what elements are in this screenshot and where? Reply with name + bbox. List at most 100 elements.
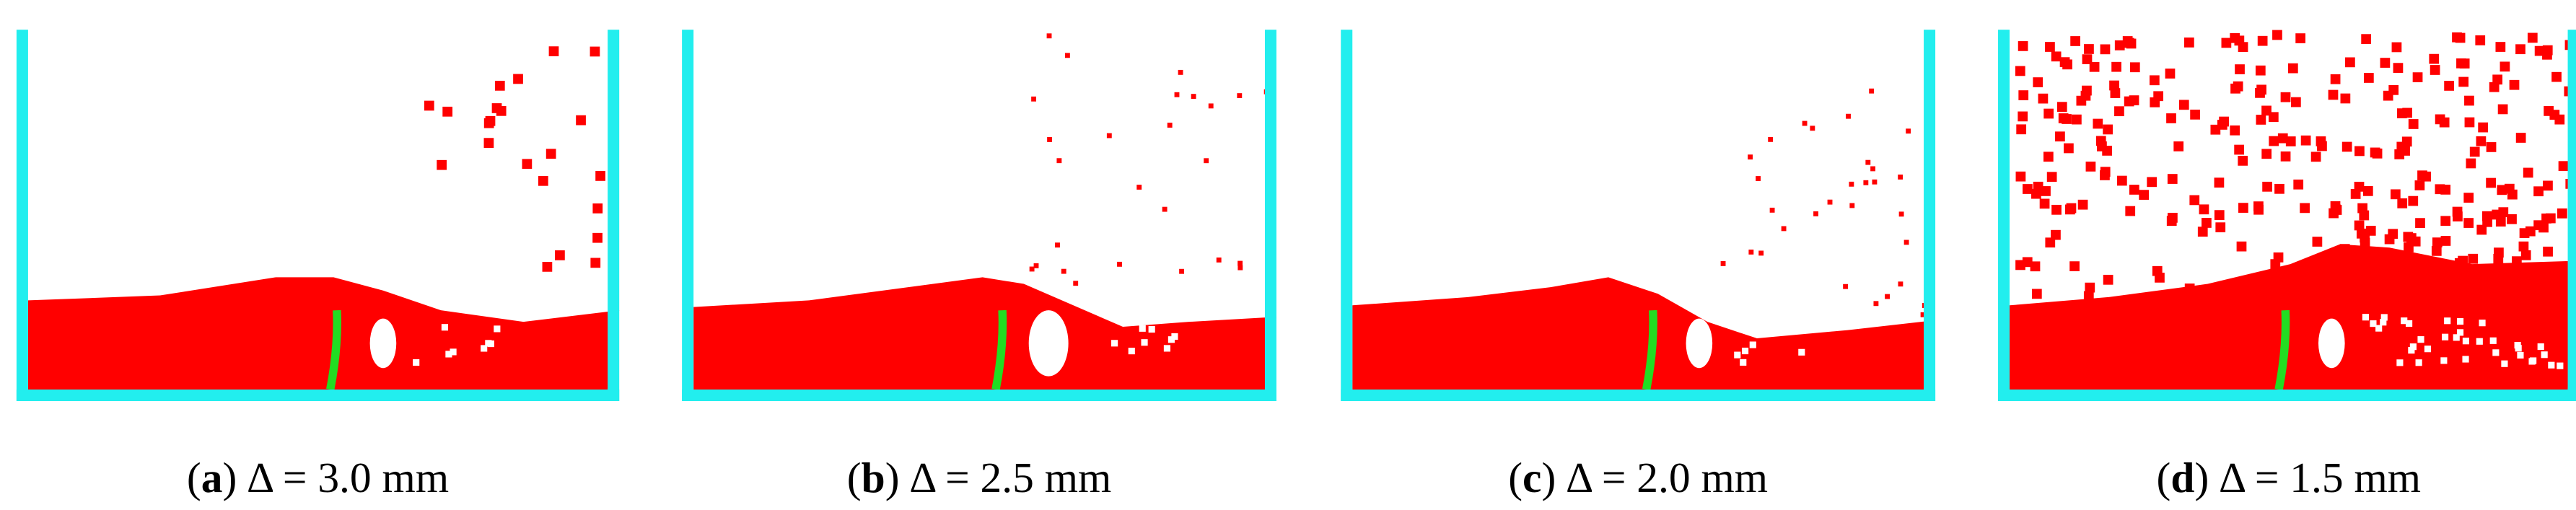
particle	[1208, 103, 1214, 109]
particle	[2354, 220, 2365, 231]
particle	[1720, 260, 1726, 266]
particle	[2065, 204, 2075, 215]
particle	[437, 159, 447, 170]
particle	[2515, 133, 2526, 143]
particle	[2124, 96, 2134, 107]
particle	[2493, 253, 2504, 264]
particle	[2285, 136, 2296, 146]
wall-left	[682, 30, 694, 401]
particle	[2291, 97, 2301, 107]
cavity-spot	[2541, 351, 2548, 359]
cavity-spot	[2370, 320, 2377, 327]
wall-bottom	[1341, 389, 1936, 401]
cavity-spot	[2380, 319, 2387, 326]
particle	[2018, 90, 2029, 100]
particle	[2189, 195, 2200, 206]
caption-label: d	[2170, 454, 2194, 501]
caption-open: (	[847, 454, 862, 501]
water	[1352, 277, 1936, 390]
caption-text: Δ = 2.5 mm	[909, 454, 1111, 501]
cavity	[1028, 310, 1069, 377]
caption-close: )	[223, 454, 237, 501]
particle	[2440, 216, 2451, 227]
particle	[2155, 273, 2165, 283]
cavity-spot	[2479, 320, 2486, 327]
cavity-spot	[2537, 343, 2544, 351]
particle	[2072, 114, 2082, 125]
particle	[2038, 93, 2049, 104]
wall-left	[1341, 30, 1353, 401]
particle	[2408, 195, 2419, 206]
particle	[491, 103, 502, 113]
cavity-spot	[1141, 339, 1148, 346]
particle	[2350, 189, 2361, 199]
water	[693, 277, 1276, 390]
particle	[1885, 294, 1891, 299]
particle	[2415, 218, 2425, 228]
gate	[1642, 309, 1657, 391]
particle	[2390, 189, 2401, 200]
cavity-spot	[2476, 338, 2483, 345]
particle	[2518, 241, 2529, 252]
particle	[2533, 220, 2544, 231]
caption: (b) Δ = 2.5 mm	[847, 454, 1112, 501]
caption-close: )	[885, 454, 900, 501]
particle	[1047, 137, 1053, 142]
cavity-spot	[1163, 345, 1171, 352]
particle	[1748, 249, 1754, 255]
particle	[2356, 228, 2367, 239]
particle	[576, 115, 586, 126]
particle	[2488, 277, 2499, 288]
particle	[2045, 42, 2055, 52]
particle	[2077, 199, 2088, 210]
particle	[2100, 44, 2111, 55]
particle	[2056, 102, 2067, 113]
particle	[1167, 123, 1173, 128]
particle	[2280, 151, 2291, 162]
particle	[2097, 141, 2107, 151]
particle	[2444, 81, 2454, 91]
particle	[1033, 263, 1039, 268]
particle	[2139, 190, 2150, 200]
particle	[2103, 274, 2113, 285]
particle	[592, 232, 603, 243]
particle	[2557, 208, 2567, 219]
particle	[2527, 32, 2538, 43]
particle	[2463, 193, 2474, 203]
particle	[2111, 61, 2121, 72]
particle	[2043, 108, 2054, 119]
wall-right	[2567, 30, 2576, 401]
particle	[1106, 133, 1112, 139]
cavity	[369, 318, 397, 369]
particle	[2253, 201, 2264, 211]
particle	[2495, 42, 2506, 52]
particle	[2030, 261, 2041, 272]
particle	[1216, 257, 1222, 263]
particle	[2389, 253, 2400, 264]
cavity-spot	[2444, 317, 2451, 325]
cavity-spot	[2424, 346, 2432, 353]
particle	[2016, 124, 2027, 135]
particle	[2230, 83, 2240, 94]
particle	[2361, 34, 2372, 45]
particle	[2422, 258, 2432, 269]
particle	[2114, 40, 2125, 50]
caption-text: Δ = 1.5 mm	[2219, 454, 2421, 501]
particle	[2269, 136, 2279, 146]
gate	[2274, 309, 2290, 391]
particle	[2168, 212, 2178, 223]
cavity-spot	[1817, 315, 1824, 322]
particle	[2184, 38, 2194, 48]
panel	[16, 30, 620, 401]
particle	[2423, 288, 2434, 298]
particle	[1846, 113, 1851, 119]
particle	[2129, 62, 2140, 73]
water	[2010, 244, 2576, 390]
particle	[538, 175, 548, 186]
particle	[2370, 147, 2380, 158]
cavity-spot	[2456, 329, 2464, 336]
particle	[2512, 256, 2522, 267]
particle	[2149, 75, 2160, 86]
gate	[991, 309, 1007, 391]
particle	[2262, 181, 2272, 192]
